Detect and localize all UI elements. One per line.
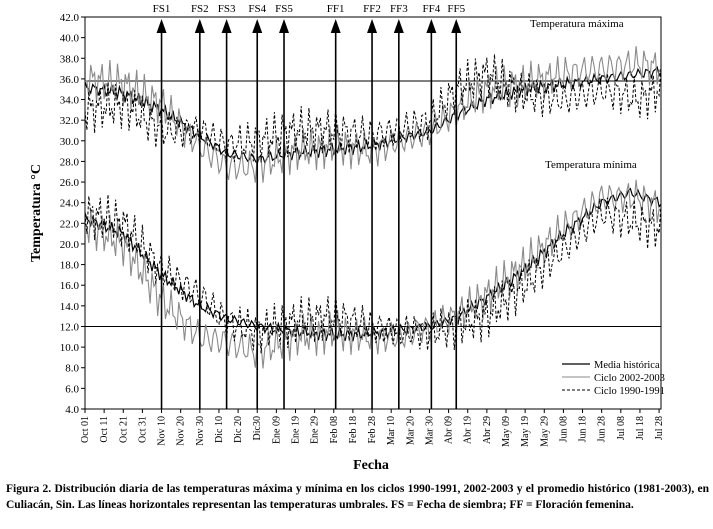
x-tick-label: Feb 08 <box>329 416 340 444</box>
x-tick-label: Oct 11 <box>99 416 110 443</box>
event-label: FF2 <box>363 3 381 15</box>
x-tick-label: Dic 20 <box>233 416 244 443</box>
x-tick-label: Feb 28 <box>367 416 378 444</box>
event-label: FF1 <box>327 3 345 15</box>
y-tick-label: 38.0 <box>60 53 80 65</box>
y-tick-label: 10.0 <box>60 342 80 354</box>
y-tick-label: 32.0 <box>60 115 80 127</box>
x-tick-label: Ene 09 <box>271 416 282 444</box>
event-arrow-head <box>252 19 263 33</box>
x-tick-label: Jul 08 <box>616 416 627 440</box>
x-tick-label: Nov 20 <box>176 416 187 446</box>
x-tick-label: May 19 <box>520 416 531 447</box>
caption-figure-label: Figura 2. <box>6 483 52 495</box>
x-tick-label: Nov 30 <box>195 416 206 446</box>
event-label: FF3 <box>390 3 408 15</box>
y-tick-label: 40.0 <box>60 33 80 45</box>
series-line-max <box>84 46 662 183</box>
annotation-max: Temperatura máxima <box>530 18 624 30</box>
event-arrow-head <box>279 19 290 33</box>
y-tick-label: 24.0 <box>60 198 80 210</box>
event-label: FS2 <box>191 3 209 15</box>
y-tick-label: 12.0 <box>60 321 80 333</box>
plot-frame <box>84 16 662 410</box>
x-tick-label: Ene 19 <box>290 416 301 444</box>
y-tick-label: 22.0 <box>60 218 80 230</box>
series-line-max <box>84 54 662 164</box>
y-tick-label: 6.0 <box>65 383 79 395</box>
event-arrow-head <box>367 19 378 33</box>
event-arrows: FS1 FS2 FS3 FS4 FS5 FF1 FF2 FF3 FF4 FF5 <box>153 3 466 409</box>
event-arrow-head <box>156 19 167 33</box>
x-axis: Oct 01 Oct 11 Oct 21 Oct 31 Nov 10 Nov 20 Nov … <box>80 409 665 447</box>
legend: Media histórica Ciclo 2002-2003 Ciclo 1990… <box>562 360 665 397</box>
y-axis: 4.0 6.0 8.0 10.0 12.0 14.0 16.0 18.0 20.0 22.0 24.… <box>60 12 85 416</box>
y-tick-label: 28.0 <box>60 156 80 168</box>
series-line-min <box>84 179 662 369</box>
y-tick-label: 30.0 <box>60 136 80 148</box>
x-tick-label: Abr 19 <box>463 416 474 444</box>
figure-caption: Figura 2. Distribución diaria de las tem… <box>6 481 709 513</box>
x-tick-label: Oct 31 <box>137 416 148 443</box>
y-tick-label: 34.0 <box>60 95 80 107</box>
x-tick-label: Ene 29 <box>310 416 321 444</box>
series-line-min <box>84 187 662 342</box>
y-axis-label: Temperatura °C <box>29 164 44 262</box>
event-label: FF4 <box>422 3 440 15</box>
series-lines <box>84 46 662 369</box>
x-tick-label: Dic 10 <box>214 416 225 443</box>
x-tick-label: Jun 28 <box>597 416 608 442</box>
y-tick-label: 14.0 <box>60 301 80 313</box>
event-arrow-head <box>426 19 437 33</box>
event-arrow-head <box>330 19 341 33</box>
event-label: FS5 <box>275 3 293 15</box>
event-label: FS4 <box>248 3 266 15</box>
y-tick-label: 4.0 <box>65 404 79 416</box>
x-tick-label: Feb 18 <box>348 416 359 444</box>
x-tick-label: Nov 10 <box>157 416 168 446</box>
event-arrow-head <box>194 19 205 33</box>
y-tick-label: 18.0 <box>60 260 80 272</box>
x-tick-label: Abr 09 <box>444 416 455 444</box>
y-tick-label: 42.0 <box>60 12 80 24</box>
x-tick-label: Mar 30 <box>424 416 435 445</box>
legend-label: Ciclo 2002-2003 <box>594 373 665 384</box>
annotation-min: Temperatura mínima <box>545 159 637 171</box>
caption-text: Distribución diaria de las temperaturas … <box>6 483 710 511</box>
legend-label: Ciclo 1990-1991 <box>594 386 665 397</box>
x-tick-label: May 09 <box>501 416 512 447</box>
plot-area-border <box>84 16 662 410</box>
event-arrow-head <box>221 19 232 33</box>
event-arrow-head <box>393 19 404 33</box>
x-tick-label: May 29 <box>539 416 550 447</box>
y-tick-label: 20.0 <box>60 239 80 251</box>
temperature-chart: FS1 FS2 FS3 FS4 FS5 FF1 FF2 FF3 FF4 FF5 4.0 6.0 8.0… <box>29 3 665 473</box>
y-tick-label: 8.0 <box>65 363 79 375</box>
event-arrow-head <box>451 19 462 33</box>
x-tick-label: Mar 10 <box>386 416 397 445</box>
x-tick-label: Jun 08 <box>558 416 569 442</box>
x-tick-label: Oct 01 <box>80 416 91 443</box>
x-axis-label: Fecha <box>353 458 389 473</box>
x-tick-label: Abr 29 <box>482 416 493 444</box>
x-tick-label: Dic30 <box>252 416 263 440</box>
event-label: FF5 <box>447 3 465 15</box>
x-tick-label: Mar 20 <box>405 416 416 445</box>
event-label: FS3 <box>218 3 236 15</box>
x-tick-label: Oct 21 <box>118 416 129 443</box>
x-tick-label: Jul 18 <box>635 416 646 440</box>
y-tick-label: 26.0 <box>60 177 80 189</box>
event-label: FS1 <box>153 3 171 15</box>
x-tick-label: Jul 28 <box>654 416 665 440</box>
x-tick-label: Jun 18 <box>578 416 589 442</box>
series-line-min <box>84 194 662 354</box>
y-tick-label: 36.0 <box>60 74 80 86</box>
legend-label: Media histórica <box>594 360 660 371</box>
series-line-max <box>84 65 662 165</box>
y-tick-label: 16.0 <box>60 280 80 292</box>
